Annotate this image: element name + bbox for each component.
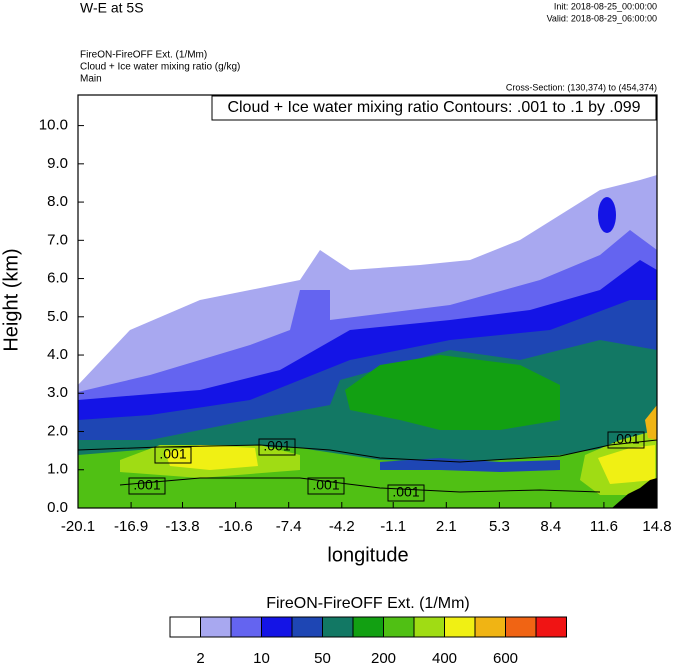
- y-tick-label: 10.0: [39, 117, 68, 134]
- x-tick-label: 8.4: [540, 518, 561, 535]
- y-tick-label: 6.0: [47, 270, 68, 287]
- plot-frame: [77, 94, 658, 509]
- valid-time: Valid: 2018-08-29_06:00:00: [547, 13, 657, 23]
- colorbar-label: 600: [493, 650, 518, 667]
- contour-label: .001: [159, 446, 186, 462]
- colorbar-box: [444, 616, 476, 638]
- y-tick-label: 8.0: [47, 193, 68, 210]
- x-tick-label: -10.6: [219, 518, 253, 535]
- contour-label-box: [258, 438, 296, 456]
- chart-title: W-E at 5S: [80, 0, 144, 16]
- colorbar-box: [291, 616, 323, 638]
- colorbar-box: [169, 616, 201, 638]
- cross-section: Cross-Section: (130,374) to (454,374): [506, 82, 657, 92]
- colorbar-box: [383, 616, 415, 638]
- colorbar-label: 10: [253, 650, 270, 667]
- contour-info-box: [211, 95, 657, 121]
- colorbar-box: [352, 616, 384, 638]
- y-axis-label: Height (km): [0, 248, 22, 351]
- contour-label: .001: [312, 477, 339, 493]
- contour-label: .001: [612, 431, 639, 447]
- x-tick-label: -16.9: [114, 518, 148, 535]
- y-tick-label: 7.0: [47, 231, 68, 248]
- y-tick-label: 5.0: [47, 308, 68, 325]
- x-tick-label: -20.1: [61, 518, 95, 535]
- contour-info: Cloud + Ice water mixing ratio Contours:…: [227, 99, 640, 116]
- colorbar-box: [261, 616, 293, 638]
- subtitle: Main: [80, 74, 102, 85]
- colorbar-label: 200: [371, 650, 396, 667]
- y-tick-label: 2.0: [47, 422, 68, 439]
- colorbar-box: [505, 616, 537, 638]
- x-tick-label: 14.8: [642, 518, 671, 535]
- y-tick-label: 0.0: [47, 499, 68, 516]
- contour-fill: [77, 175, 658, 508]
- colorbar-label: 400: [432, 650, 457, 667]
- colorbar-box: [230, 616, 262, 638]
- x-tick-label: 11.6: [590, 518, 618, 535]
- subtitle: Cloud + Ice water mixing ratio (g/kg): [80, 62, 240, 73]
- x-tick-label: -1.1: [380, 518, 406, 535]
- contour-label: .001: [392, 484, 419, 500]
- colorbar-box: [200, 616, 232, 638]
- colorbar-box: [535, 616, 567, 638]
- contour-label-box: [154, 446, 192, 464]
- x-tick-label: 2.1: [436, 518, 457, 535]
- x-tick-label: -13.8: [165, 518, 199, 535]
- colorbar-box: [322, 616, 354, 638]
- x-axis-label: longitude: [327, 544, 408, 566]
- contour-label: .001: [133, 477, 160, 493]
- y-tick-label: 9.0: [47, 155, 68, 172]
- contour-label-box: [607, 431, 645, 449]
- subtitle: FireON-FireOFF Ext. (1/Mm): [80, 50, 207, 61]
- x-tick-label: -4.2: [329, 518, 355, 535]
- contour-label: .001: [263, 438, 290, 454]
- x-tick-label: -7.4: [276, 518, 302, 535]
- init-time: Init: 2018-08-25_00:00:00: [554, 1, 657, 11]
- colorbar-box: [474, 616, 506, 638]
- x-tick-label: 5.3: [489, 518, 510, 535]
- contour-label-box: [128, 477, 166, 495]
- y-tick-label: 3.0: [47, 384, 68, 401]
- y-tick-label: 4.0: [47, 346, 68, 363]
- contour-label-box: [307, 477, 345, 495]
- colorbar-label: 50: [314, 650, 331, 667]
- colorbar-box: [413, 616, 445, 638]
- colorbar-title: FireON-FireOFF Ext. (1/Mm): [266, 595, 470, 612]
- colorbar-label: 2: [196, 650, 204, 667]
- y-tick-label: 1.0: [47, 461, 68, 478]
- contour-label-box: [387, 484, 425, 502]
